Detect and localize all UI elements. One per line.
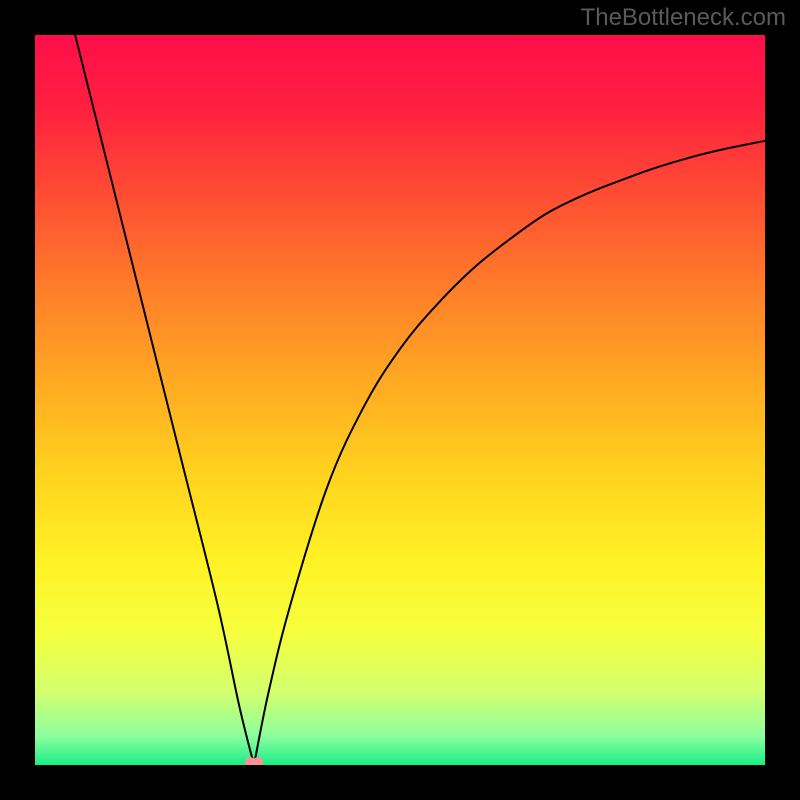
bottleneck-chart	[0, 0, 800, 800]
chart-gradient-bg	[35, 35, 765, 765]
watermark-text: TheBottleneck.com	[581, 4, 786, 32]
chart-frame: TheBottleneck.com	[0, 0, 800, 800]
